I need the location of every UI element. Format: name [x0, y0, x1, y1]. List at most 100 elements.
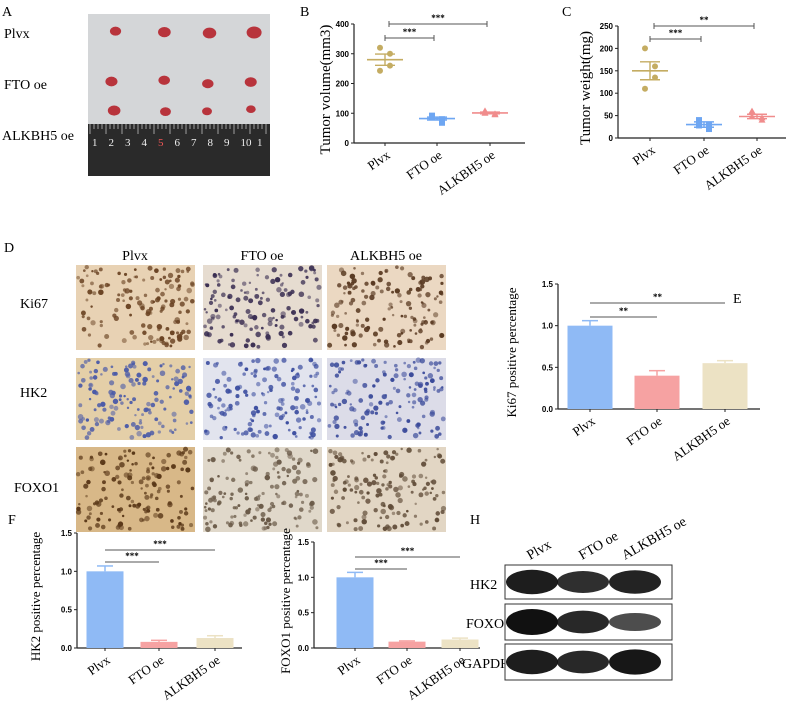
cell-nucleus	[353, 419, 359, 425]
cell-nucleus	[294, 435, 298, 438]
cell-nucleus	[127, 526, 132, 531]
cell-nucleus	[183, 296, 189, 302]
cell-nucleus	[126, 406, 130, 410]
cell-nucleus	[132, 364, 137, 369]
cell-nucleus	[76, 275, 80, 280]
cell-nucleus	[364, 363, 368, 367]
cell-nucleus	[362, 457, 367, 462]
cell-nucleus	[168, 283, 175, 290]
cell-nucleus	[374, 476, 378, 480]
cell-nucleus	[412, 432, 419, 439]
cell-nucleus	[205, 526, 211, 533]
cell-nucleus	[107, 416, 112, 420]
cell-nucleus	[417, 426, 420, 430]
cell-nucleus	[292, 431, 297, 436]
cell-nucleus	[225, 388, 231, 394]
cell-nucleus	[162, 362, 165, 366]
cell-nucleus	[219, 436, 223, 440]
cell-nucleus	[394, 288, 400, 294]
cell-nucleus	[314, 395, 318, 399]
cell-nucleus	[414, 332, 418, 335]
y-tick-label: 0.0	[542, 405, 554, 414]
x-tick-label: Plvx	[630, 142, 659, 168]
ihc-image	[76, 358, 195, 440]
cell-nucleus	[358, 398, 364, 403]
cell-nucleus	[373, 452, 378, 457]
cell-nucleus	[305, 399, 309, 403]
cell-nucleus	[178, 389, 183, 393]
cell-nucleus	[167, 501, 173, 508]
cell-nucleus	[309, 415, 314, 420]
cell-nucleus	[427, 373, 434, 379]
cell-nucleus	[92, 291, 97, 296]
cell-nucleus	[433, 297, 437, 301]
cell-nucleus	[104, 282, 110, 288]
cell-nucleus	[346, 391, 352, 396]
cell-nucleus	[109, 380, 115, 386]
cell-nucleus	[340, 300, 344, 303]
cell-nucleus	[167, 272, 174, 279]
cell-nucleus	[433, 455, 437, 459]
cell-nucleus	[298, 266, 304, 272]
y-tick-label: 200	[336, 80, 350, 89]
cell-nucleus	[171, 378, 174, 381]
cell-nucleus	[399, 266, 405, 271]
cell-nucleus	[142, 376, 148, 383]
tumor-sample	[158, 27, 171, 38]
cell-nucleus	[284, 411, 288, 415]
cell-nucleus	[424, 476, 428, 479]
cell-nucleus	[433, 388, 436, 391]
cell-nucleus	[272, 433, 278, 440]
cell-nucleus	[331, 323, 338, 330]
cell-nucleus	[254, 293, 260, 299]
cell-nucleus	[261, 491, 265, 496]
cell-nucleus	[403, 377, 406, 381]
cell-nucleus	[278, 330, 284, 337]
ruler-number: 6	[175, 137, 181, 149]
cell-nucleus	[189, 409, 194, 414]
cell-nucleus	[353, 430, 360, 436]
cell-nucleus	[84, 519, 88, 523]
cell-nucleus	[166, 452, 172, 458]
cell-nucleus	[148, 462, 153, 466]
y-axis-label: Tumor weight(mg)	[578, 31, 594, 145]
cell-nucleus	[214, 395, 218, 399]
cell-nucleus	[418, 383, 423, 389]
cell-nucleus	[307, 400, 313, 406]
bar-alkbh5-oe	[702, 363, 748, 409]
cell-nucleus	[400, 314, 404, 318]
cell-nucleus	[294, 495, 298, 499]
cell-nucleus	[204, 429, 210, 436]
cell-nucleus	[300, 279, 306, 285]
cell-nucleus	[204, 509, 208, 513]
cell-nucleus	[310, 427, 316, 433]
cell-nucleus	[121, 280, 126, 285]
cell-nucleus	[304, 269, 308, 273]
cell-nucleus	[265, 297, 271, 302]
x-tick-label: FTO oe	[403, 147, 444, 182]
cell-nucleus	[134, 461, 138, 466]
ihc-image-background	[76, 447, 195, 532]
cell-nucleus	[306, 462, 311, 467]
cell-nucleus	[308, 509, 312, 513]
cell-nucleus	[267, 451, 271, 455]
cell-nucleus	[203, 505, 207, 509]
cell-nucleus	[212, 387, 216, 391]
cell-nucleus	[424, 395, 429, 400]
cell-nucleus	[332, 419, 337, 425]
cell-nucleus	[131, 451, 136, 455]
cell-nucleus	[120, 401, 124, 405]
data-point	[652, 63, 658, 70]
cell-nucleus	[436, 389, 441, 393]
cell-nucleus	[190, 281, 195, 286]
cell-nucleus	[117, 521, 124, 527]
cell-nucleus	[404, 521, 410, 527]
cell-nucleus	[207, 507, 212, 511]
cell-nucleus	[81, 417, 86, 421]
cell-nucleus	[222, 451, 227, 456]
ruler-number: 2	[109, 137, 115, 149]
x-tick-label: ALKBH5 oe	[404, 652, 468, 703]
cell-nucleus	[278, 415, 284, 421]
cell-nucleus	[275, 318, 278, 322]
cell-nucleus	[292, 478, 298, 484]
